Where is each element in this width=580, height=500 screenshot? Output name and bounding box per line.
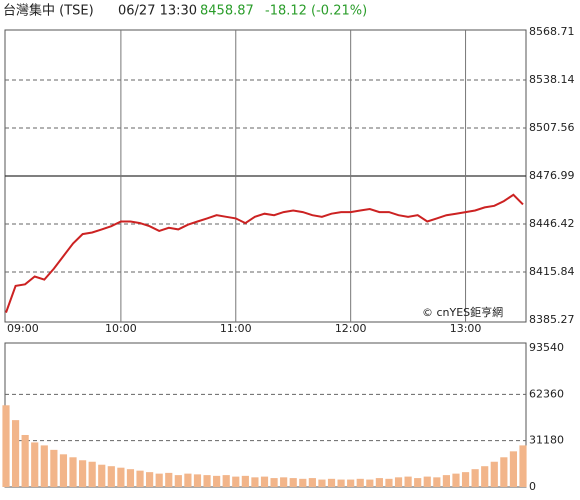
volume-bar [519, 445, 527, 487]
volume-bar [433, 477, 441, 487]
volume-bar [165, 472, 173, 487]
volume-bar [423, 476, 431, 487]
quote-price: 8458.87 [200, 4, 254, 19]
y-tick-label: 8446.42 [529, 217, 575, 230]
volume-bar [241, 475, 249, 487]
volume-bar [107, 466, 115, 487]
y-tick-label: 8415.84 [529, 265, 575, 278]
volume-bar [481, 466, 489, 487]
x-tick-label: 11:00 [220, 322, 252, 335]
volume-bar [394, 477, 403, 487]
volume-bar [385, 478, 393, 487]
index-name: 台灣集中 (TSE) [3, 3, 94, 19]
x-tick-label: 12:00 [335, 322, 367, 335]
volume-bar [327, 478, 336, 487]
quote-change: -18.12 (-0.21%) [265, 4, 367, 19]
volume-bar [232, 476, 240, 487]
y-tick-label: 8538.14 [529, 73, 575, 86]
volume-bar [88, 461, 96, 487]
x-tick-label: 09:00 [7, 322, 39, 335]
volume-bar [117, 467, 125, 487]
volume-bar [146, 472, 154, 487]
volume-bar [79, 460, 87, 487]
volume-bar [69, 457, 77, 487]
volume-bar [251, 477, 259, 487]
volume-bar [126, 469, 135, 487]
volume-bar [500, 457, 508, 487]
x-tick-label: 10:00 [105, 322, 137, 335]
volume-bar [155, 473, 163, 487]
volume-bar [318, 479, 326, 487]
volume-bar [50, 449, 58, 487]
volume-bar [452, 473, 460, 487]
y-tick-label: 8476.99 [529, 169, 575, 182]
volume-bar [222, 475, 230, 487]
volume-bar [184, 473, 192, 487]
volume-bar [471, 469, 479, 487]
y-tick-label: 62360 [529, 387, 564, 400]
volume-bar [2, 405, 10, 487]
volume-bar [490, 461, 498, 487]
y-tick-label: 8507.56 [529, 121, 575, 134]
volume-bar [21, 434, 29, 487]
volume-bar [59, 454, 68, 487]
volume-bar [193, 474, 202, 487]
watermark: © cnYES鉅亨網 [422, 305, 503, 319]
volume-bar [136, 470, 144, 487]
volume-bar [203, 475, 211, 487]
volume-bar [11, 420, 20, 487]
volume-bar [461, 472, 470, 487]
volume-bar [270, 478, 278, 487]
volume-bar [375, 478, 383, 487]
volume-bar [31, 442, 39, 487]
volume-bar [356, 478, 364, 487]
volume-bar [404, 476, 412, 487]
x-tick-label: 13:00 [450, 322, 482, 335]
y-tick-label: 8568.71 [529, 25, 575, 38]
volume-bar [98, 464, 106, 487]
volume-bar [414, 478, 422, 487]
volume-bar [174, 475, 182, 487]
volume-bar [289, 478, 297, 487]
y-tick-label: 8385.27 [529, 313, 575, 326]
y-tick-label: 31180 [529, 434, 564, 447]
volume-bar [280, 477, 288, 487]
volume-bar [308, 478, 316, 487]
volume-bar [442, 475, 450, 487]
volume-bar [347, 479, 355, 487]
volume-bar [260, 476, 269, 487]
y-tick-label: 93540 [529, 341, 564, 354]
volume-bar [40, 445, 48, 487]
volume-bar [337, 479, 345, 487]
volume-bar [509, 451, 518, 487]
volume-bar [299, 478, 307, 487]
volume-bar [213, 475, 221, 487]
y-tick-label: 0 [529, 480, 536, 493]
price-line [5, 193, 524, 313]
volume-bar [366, 479, 374, 487]
quote-time: 06/27 13:30 [118, 4, 197, 19]
